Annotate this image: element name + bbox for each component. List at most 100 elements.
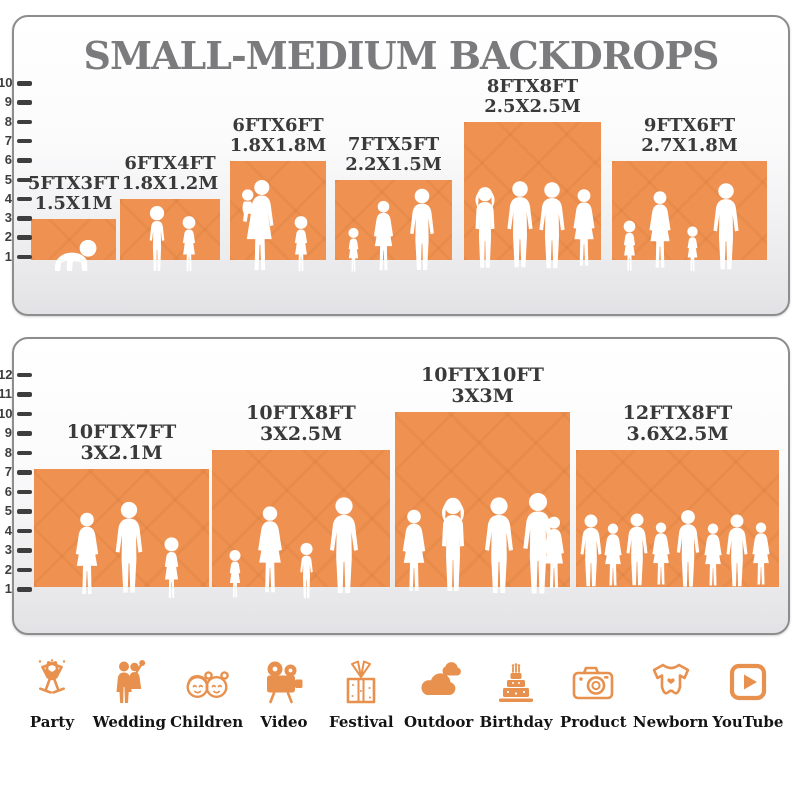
backdrop-6ftx6ft: 6FTX6FT 1.8X1.8M bbox=[230, 116, 326, 272]
ruler-tick bbox=[17, 138, 32, 144]
people-silhouettes bbox=[402, 492, 564, 594]
ruler-tick bbox=[17, 254, 32, 260]
ruler-tick bbox=[17, 431, 32, 436]
category-wedding: Wedding bbox=[92, 658, 166, 731]
ruler-tick bbox=[17, 489, 32, 494]
backdrop-rect bbox=[212, 450, 390, 599]
backdrop-rect bbox=[31, 219, 116, 272]
birthday-icon bbox=[498, 663, 533, 702]
backdrop-rect bbox=[34, 469, 209, 599]
backdrop-10ftx7ft: 10FTX7FT 3X2.1M bbox=[34, 422, 209, 599]
backdrop-rect bbox=[230, 161, 326, 272]
people-silhouettes bbox=[623, 183, 739, 272]
ruler-tick bbox=[17, 235, 32, 240]
ruler-tick bbox=[17, 470, 32, 475]
people-silhouettes bbox=[75, 501, 179, 599]
ruler-number: 2 bbox=[4, 229, 12, 245]
backdrop-size-label: 7FTX5FT 2.2X1.5M bbox=[345, 134, 442, 175]
ruler-number: 2 bbox=[4, 561, 12, 577]
youtube-icon bbox=[729, 663, 767, 701]
ruler-tick bbox=[17, 177, 32, 182]
ruler-number: 4 bbox=[4, 190, 12, 206]
ruler-tick bbox=[17, 158, 32, 163]
ruler-number: 11 bbox=[0, 386, 12, 401]
ruler-tick bbox=[17, 216, 32, 221]
newborn-icon bbox=[652, 663, 689, 695]
backdrop-5ftx3ft: 5FTX3FT 1.5X1M bbox=[28, 174, 119, 272]
backdrop-7ftx5ft: 7FTX5FT 2.2X1.5M bbox=[335, 135, 452, 272]
backdrop-8ftx8ft: 8FTX8FT 2.5X2.5M bbox=[464, 77, 601, 269]
category-label: Wedding bbox=[92, 713, 166, 731]
festival-icon bbox=[347, 660, 376, 704]
backdrop-12ftx8ft: 12FTX8FT 3.6X2.5M bbox=[576, 403, 779, 587]
ruler-tick bbox=[17, 100, 32, 105]
ruler-number: 10 bbox=[0, 405, 13, 421]
ruler-tick bbox=[17, 528, 32, 533]
backdrop-size-label: 6FTX4FT 1.8X1.2M bbox=[121, 153, 219, 194]
category-label: Newborn bbox=[632, 713, 709, 731]
ruler-tick bbox=[17, 392, 32, 397]
ruler-tick bbox=[17, 567, 32, 572]
category-party: Party bbox=[16, 658, 88, 731]
ruler-number: 8 bbox=[4, 444, 12, 460]
category-festival: Festival bbox=[325, 658, 397, 731]
backdrop-size-label: 12FTX8FT 3.6X2.5M bbox=[622, 402, 733, 445]
category-video: Video bbox=[248, 658, 320, 731]
backdrop-9ftx6ft: 9FTX6FT 2.7X1.8M bbox=[612, 116, 767, 272]
ruler-number: 12 bbox=[0, 366, 13, 382]
ruler-number: 5 bbox=[4, 171, 12, 187]
category-label: Party bbox=[29, 713, 75, 731]
backdrop-rect bbox=[576, 450, 779, 587]
backdrop-size-label: 5FTX3FT 1.5X1M bbox=[27, 173, 120, 214]
ruler-number: 3 bbox=[4, 210, 12, 226]
backdrop-rect bbox=[464, 122, 601, 269]
outdoor-icon bbox=[421, 662, 461, 695]
backdrop-6ftx4ft: 6FTX4FT 1.8X1.2M bbox=[120, 154, 220, 272]
people-silhouettes bbox=[54, 239, 97, 272]
top-panel: SMALL-MEDIUM BACKDROPS 5FTX3FT 1.5X1M 6F… bbox=[0, 15, 790, 316]
category-product: Product bbox=[557, 658, 629, 731]
category-youtube: YouTube bbox=[712, 658, 784, 731]
backdrop-rect bbox=[612, 161, 767, 272]
ruler-tick bbox=[17, 450, 32, 455]
backdrop-10ftx8ft: 10FTX8FT 3X2.5M bbox=[212, 403, 390, 599]
backdrop-rect bbox=[395, 412, 570, 594]
ruler-number: 6 bbox=[4, 483, 12, 499]
category-row: Party Wedding Childre bbox=[16, 658, 784, 731]
ruler-number: 1 bbox=[4, 248, 12, 264]
category-label: Children bbox=[170, 713, 244, 731]
backdrop-rect bbox=[120, 199, 220, 272]
people-silhouettes bbox=[475, 181, 595, 269]
backdrop-10ftx10ft: 10FTX10FT 3X3M bbox=[395, 365, 570, 594]
ruler-number: 10 bbox=[0, 75, 13, 90]
video-icon bbox=[266, 661, 303, 704]
ruler-number: 9 bbox=[4, 94, 12, 110]
category-label: Festival bbox=[329, 713, 394, 731]
people-silhouettes bbox=[580, 510, 770, 587]
ruler-number: 6 bbox=[4, 152, 12, 168]
ruler-tick bbox=[17, 587, 32, 592]
ruler-tick bbox=[17, 196, 32, 202]
category-label: Product bbox=[559, 713, 627, 731]
ruler-tick bbox=[17, 411, 32, 416]
people-silhouettes bbox=[242, 179, 308, 272]
backdrop-size-label: 10FTX8FT 3X2.5M bbox=[246, 402, 356, 445]
backdrop-rect bbox=[335, 180, 452, 272]
page-title: SMALL-MEDIUM BACKDROPS bbox=[83, 33, 720, 78]
category-label: Video bbox=[260, 713, 308, 731]
people-silhouettes bbox=[348, 188, 434, 272]
backdrop-size-label: 8FTX8FT 2.5X2.5M bbox=[484, 76, 581, 117]
product-icon bbox=[572, 666, 614, 700]
ruler-tick bbox=[17, 81, 32, 86]
ruler-tick bbox=[17, 372, 32, 377]
category-newborn: Newborn bbox=[632, 658, 709, 731]
ruler-number: 7 bbox=[4, 132, 12, 148]
wedding-icon bbox=[116, 660, 146, 703]
ruler-number: 1 bbox=[4, 581, 12, 596]
party-icon bbox=[38, 659, 66, 694]
ruler-tick bbox=[17, 509, 32, 514]
backdrop-size-label: 10FTX10FT 3X3M bbox=[421, 364, 544, 407]
category-birthday: Birthday bbox=[479, 658, 553, 731]
ruler-number: 9 bbox=[4, 425, 12, 440]
bottom-panel: 10FTX7FT 3X2.1M 10FTX8FT 3X2.5M bbox=[0, 337, 790, 635]
